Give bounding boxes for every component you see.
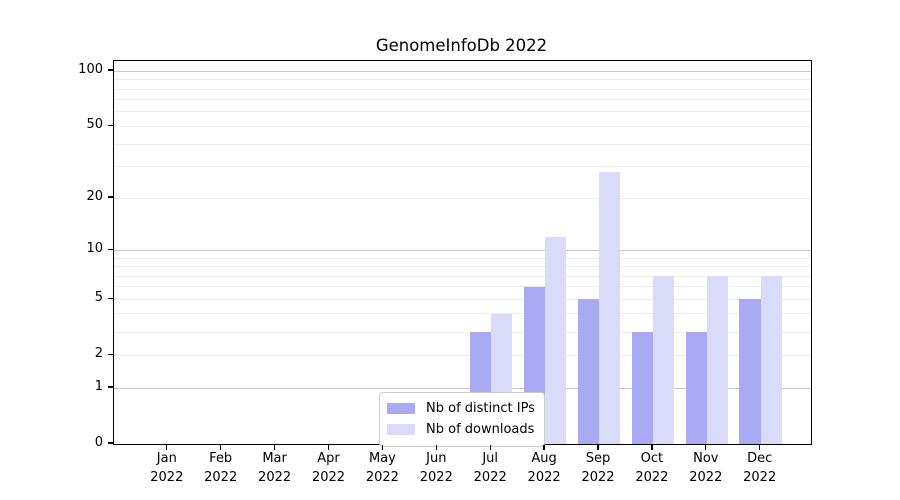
gridline <box>114 88 811 90</box>
x-tick-label: Sep 2022 <box>581 451 615 485</box>
gridline <box>114 111 811 113</box>
x-tick-mark <box>327 444 330 450</box>
gridline <box>114 286 811 288</box>
y-tick-label: 5 <box>94 290 103 306</box>
gridline <box>114 79 811 81</box>
x-tick-label: Apr 2022 <box>311 451 346 485</box>
gridline <box>114 197 811 199</box>
y-tick-label: 1 <box>94 379 103 394</box>
plot-area: Nb of distinct IPs Nb of downloads <box>113 60 812 447</box>
legend-item-downloads: Nb of downloads <box>387 419 536 440</box>
x-tick-label: Mar 2022 <box>258 451 292 485</box>
y-tick-mark <box>108 353 113 355</box>
x-tick-label: May 2022 <box>365 451 399 485</box>
legend-swatch-distinct-ips-icon <box>387 403 415 414</box>
x-tick-mark <box>543 444 545 450</box>
bar-downloads-nov-2022 <box>706 276 729 444</box>
y-tick-label: 10 <box>86 241 103 257</box>
bar-distinct-ips-dec-2022 <box>739 299 761 444</box>
gridline <box>114 143 811 145</box>
x-tick-mark <box>166 444 168 450</box>
gridline <box>114 275 811 277</box>
y-tick-mark <box>108 386 113 388</box>
x-tick-mark <box>435 444 437 450</box>
legend-item-distinct-ips: Nb of distinct IPs <box>387 398 536 419</box>
x-tick-label: Aug 2022 <box>527 451 561 485</box>
bar-downloads-dec-2022 <box>760 276 782 444</box>
legend: Nb of distinct IPs Nb of downloads <box>379 392 545 447</box>
gridline <box>114 331 811 333</box>
bar-downloads-oct-2022 <box>652 276 675 444</box>
y-tick-mark <box>108 248 113 250</box>
chart-title: GenomeInfoDb 2022 <box>375 36 548 55</box>
y-tick-label: 50 <box>86 117 103 133</box>
gridline <box>114 266 811 267</box>
x-tick-mark <box>759 444 761 450</box>
y-tick-mark <box>108 297 113 299</box>
x-tick-mark <box>489 444 491 450</box>
gridline <box>114 70 811 72</box>
y-tick-mark <box>108 442 113 444</box>
x-tick-mark <box>705 444 707 450</box>
x-tick-label: Jan 2022 <box>150 451 184 485</box>
y-tick-mark <box>108 69 113 71</box>
bar-distinct-ips-oct-2022 <box>631 332 653 444</box>
y-tick-label: 2 <box>94 346 103 362</box>
bar-downloads-sep-2022 <box>599 172 621 444</box>
x-tick-mark <box>220 444 222 450</box>
gridline <box>114 354 811 356</box>
gridline <box>114 166 811 168</box>
x-tick-label: Nov 2022 <box>689 451 723 485</box>
x-tick-label: Jul 2022 <box>473 451 507 485</box>
y-tick-label: 20 <box>86 189 103 205</box>
y-tick-mark <box>108 124 113 127</box>
x-tick-mark <box>597 444 599 450</box>
bar-downloads-aug-2022 <box>545 236 567 444</box>
gridline <box>114 125 811 127</box>
gridline <box>114 249 811 251</box>
legend-label-downloads: Nb of downloads <box>426 422 535 437</box>
x-tick-mark <box>651 444 653 450</box>
x-tick-mark <box>273 444 276 450</box>
bar-distinct-ips-sep-2022 <box>577 299 599 444</box>
x-tick-label: Dec 2022 <box>743 451 777 485</box>
gridline <box>114 387 811 389</box>
x-tick-label: Jun 2022 <box>419 451 453 485</box>
x-tick-mark <box>381 444 384 450</box>
legend-swatch-downloads-icon <box>387 424 415 435</box>
x-tick-label: Feb 2022 <box>204 451 238 485</box>
gridline <box>114 257 811 259</box>
gridline <box>114 313 811 315</box>
y-tick-mark <box>108 196 113 198</box>
y-tick-label: 0 <box>94 435 103 450</box>
legend-label-distinct-ips: Nb of distinct IPs <box>426 401 535 416</box>
y-tick-label: 100 <box>78 62 103 78</box>
bar-distinct-ips-nov-2022 <box>685 332 707 444</box>
x-tick-label: Oct 2022 <box>635 451 669 485</box>
gridline <box>114 298 811 300</box>
gridline <box>114 99 811 101</box>
